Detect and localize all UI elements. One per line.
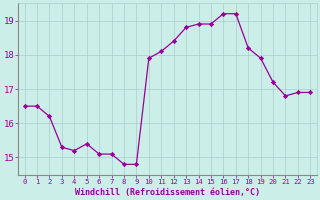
X-axis label: Windchill (Refroidissement éolien,°C): Windchill (Refroidissement éolien,°C): [75, 188, 260, 197]
